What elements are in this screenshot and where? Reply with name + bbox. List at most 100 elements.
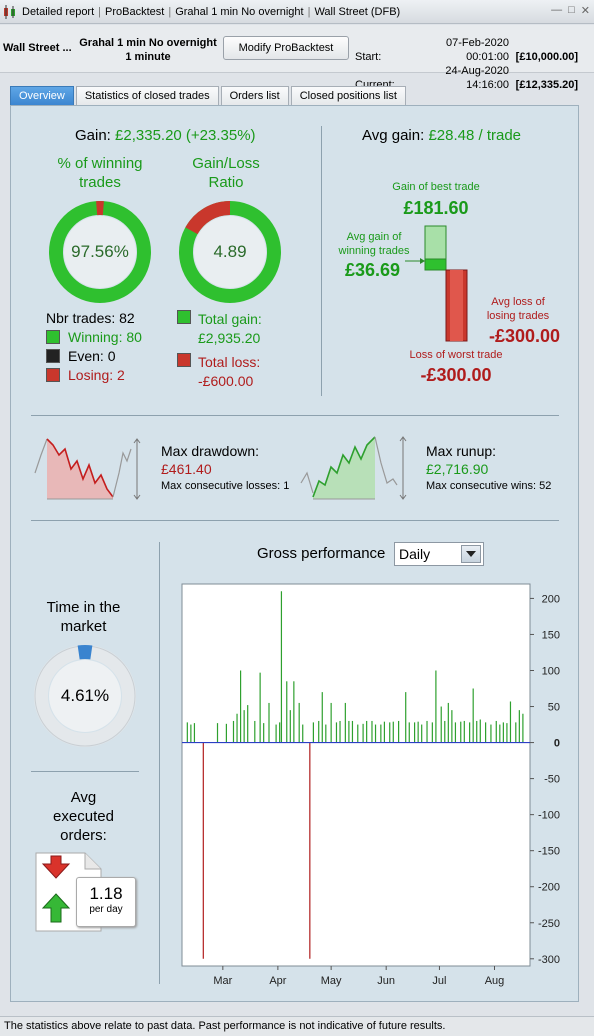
winning-trades-donut — [49, 201, 151, 303]
worst-trade-value: -£300.00 — [420, 365, 492, 385]
instrument-name: Wall Street ... — [3, 42, 72, 54]
avg-orders-unit: per day — [89, 904, 123, 915]
drawdown-sparkline — [34, 438, 141, 500]
x-tick-label: Jul — [432, 975, 446, 987]
close-icon[interactable]: ✕ — [580, 5, 590, 17]
total-gain-label: Total gain: — [198, 311, 262, 327]
bottom-divider — [159, 542, 160, 984]
current-capital: [£12,335.20] — [515, 79, 579, 91]
y-tick-label: -100 — [538, 810, 560, 822]
x-tick-label: Apr — [269, 975, 286, 987]
period-select[interactable]: Daily — [394, 542, 484, 566]
overview-panel: Gain: £2,335.20 (+23.35%) % of winning t… — [10, 105, 579, 1002]
max-consecutive-wins: Max consecutive wins: 52 — [426, 480, 552, 492]
best-trade-label: Gain of best trade — [392, 181, 480, 193]
gain-loss-ratio-value: 4.89 — [213, 242, 247, 261]
best-trade-value: £181.60 — [403, 198, 469, 218]
start-capital: [£10,000.00] — [515, 51, 579, 63]
y-tick-label: -250 — [538, 918, 560, 930]
gain-label: Gain: — [75, 127, 111, 144]
period-select-value: Daily — [399, 546, 431, 562]
ratio-title-line2: Ratio — [208, 174, 244, 191]
report-tabs: Overview Statistics of closed trades Ord… — [10, 86, 406, 106]
losing-legend-swatch — [46, 368, 60, 382]
backtest-period: Start:07-Feb-2020 00:01:00 [£10,000.00] … — [355, 36, 578, 92]
divider-left-bottom — [31, 771, 139, 772]
total-gain: Total gain: £2,935.20 — [198, 310, 262, 348]
avg-loss-label: Avg loss of losing trades — [473, 295, 563, 323]
avg-orders-line3: orders: — [60, 827, 107, 844]
max-drawdown-label: Max drawdown: — [161, 443, 260, 459]
system-title: Grahal 1 min No overnight — [79, 37, 217, 49]
time-in-market-title: Time in the market — [31, 598, 136, 636]
avg-gain-value: £28.48 / trade — [428, 127, 522, 144]
avg-win-value: £36.69 — [345, 260, 401, 280]
avg-gain-label: Avg gain: — [362, 127, 425, 144]
gain-value: £2,335.20 (+23.35%) — [115, 127, 256, 144]
nbr-trades: Nbr trades: 82 — [46, 310, 135, 326]
system-timeframe: 1 minute — [125, 51, 171, 63]
win-loss-boxes — [405, 225, 468, 342]
tab-statistics[interactable]: Statistics of closed trades — [75, 86, 219, 106]
y-tick-label: 150 — [542, 629, 560, 641]
even-count: Even: 0 — [68, 348, 116, 364]
current-date: 24-Aug-2020 14:16:00 — [445, 65, 509, 91]
breadcrumb-probacktest: ProBacktest — [105, 5, 165, 18]
minimize-icon[interactable]: — — [551, 4, 563, 16]
avg-loss-label-line2: losing trades — [486, 310, 550, 322]
gain-loss-ratio-title: Gain/Loss Ratio — [171, 154, 281, 192]
tab-overview[interactable]: Overview — [10, 86, 74, 106]
winning-legend-swatch — [46, 330, 60, 344]
breadcrumb-system: Grahal 1 min No overnight — [175, 5, 304, 18]
avg-executed-orders-title: Avg executed orders: — [31, 788, 136, 845]
gain-summary: Gain: £2,335.20 (+23.35%) — [75, 127, 256, 144]
total-loss-value: -£600.00 — [198, 373, 254, 389]
avg-orders-line1: Avg — [70, 789, 97, 806]
runup-sparkline — [300, 436, 407, 500]
total-loss: Total loss: -£600.00 — [198, 353, 260, 391]
ratio-title-line1: Gain/Loss — [192, 155, 260, 172]
breadcrumb-report: Detailed report — [22, 5, 95, 18]
winning-title-line2: trades — [79, 174, 121, 191]
x-tick-label: Mar — [213, 975, 232, 987]
y-tick-label: 0 — [554, 738, 560, 750]
divider-middle — [31, 520, 559, 521]
total-gain-value: £2,935.20 — [198, 330, 261, 346]
even-legend-swatch — [46, 349, 60, 363]
tab-closed-positions[interactable]: Closed positions list — [290, 86, 406, 106]
x-tick-label: Jun — [377, 975, 395, 987]
time-in-market-value: 4.61% — [60, 686, 110, 705]
maximize-icon[interactable]: □ — [568, 4, 575, 16]
max-consecutive-losses: Max consecutive losses: 1 — [161, 480, 290, 492]
y-tick-label: 200 — [542, 593, 560, 605]
total-gain-swatch — [177, 310, 191, 324]
modify-probacktest-button[interactable]: Modify ProBacktest — [223, 36, 349, 60]
winning-title-line1: % of winning — [57, 155, 143, 172]
time-market-line2: market — [60, 618, 107, 635]
divider-top — [31, 415, 559, 416]
total-loss-swatch — [177, 353, 191, 367]
report-header: Wall Street ... Grahal 1 min No overnigh… — [0, 25, 594, 91]
tab-orders-list[interactable]: Orders list — [220, 86, 289, 106]
disclaimer-footer: The statistics above relate to past data… — [0, 1016, 594, 1036]
breadcrumb-instrument: Wall Street (DFB) — [314, 5, 401, 18]
section-divider — [321, 126, 322, 396]
candlestick-icon — [2, 4, 18, 20]
chevron-down-icon[interactable] — [461, 545, 481, 563]
x-tick-label: Aug — [485, 975, 505, 987]
losing-count: Losing: 2 — [68, 367, 125, 383]
system-name: Grahal 1 min No overnight 1 minute — [74, 36, 222, 64]
y-tick-label: -50 — [544, 774, 560, 786]
start-date: 07-Feb-2020 00:01:00 — [446, 37, 509, 63]
window-titlebar: Detailed report | ProBacktest | Grahal 1 m… — [0, 0, 594, 24]
avg-win-label-line1: Avg gain of — [346, 231, 402, 243]
gain-loss-ratio-donut — [179, 201, 281, 303]
time-market-line1: Time in the — [46, 599, 121, 616]
start-label: Start: — [355, 51, 382, 63]
avg-win-label-line2: winning trades — [338, 245, 410, 257]
avg-gain-summary: Avg gain: £28.48 / trade — [362, 127, 521, 144]
y-tick-label: 100 — [542, 665, 560, 677]
avg-win-label: Avg gain of winning trades — [329, 230, 419, 258]
avg-loss-value: -£300.00 — [489, 326, 561, 346]
x-tick-label: May — [321, 975, 342, 987]
